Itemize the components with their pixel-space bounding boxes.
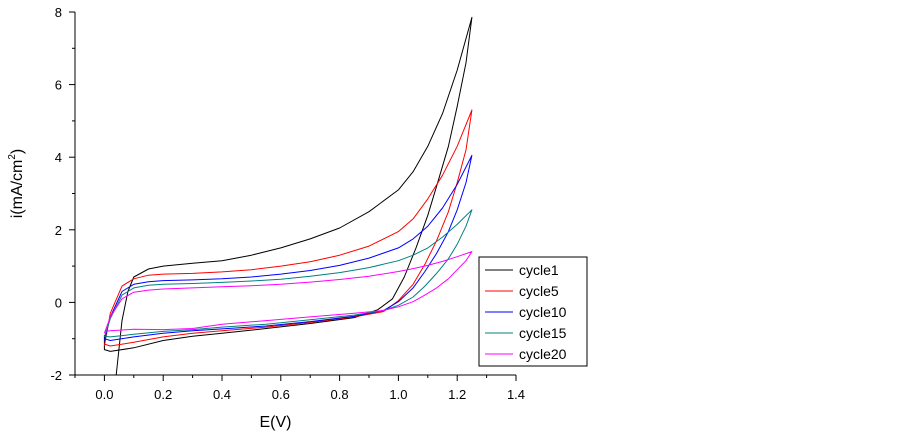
legend-label-cycle1: cycle1: [519, 262, 559, 278]
x-tick-label: 0.4: [213, 387, 231, 402]
legend-label-cycle20: cycle20: [519, 346, 567, 362]
legend-items: cycle1 cycle5 cycle10 cycle15 cycle20: [485, 262, 567, 362]
x-tick-label: 1.4: [507, 387, 525, 402]
x-tick-label: 1.2: [448, 387, 466, 402]
series-layer: [103, 16, 473, 376]
y-tick-label: 4: [55, 150, 62, 165]
x-tick-label: 0.8: [331, 387, 349, 402]
series-line-cycle1: [103, 16, 473, 376]
series-line-cycle10: [103, 154, 473, 341]
x-tick-label: 1.0: [389, 387, 407, 402]
y-tick-label: 2: [55, 223, 62, 238]
series-line-cycle15: [103, 209, 473, 338]
series-line-cycle20: [103, 251, 473, 334]
y-tick-label: 0: [55, 295, 62, 310]
x-tick-label: 0.2: [154, 387, 172, 402]
y-tick-label: 6: [55, 78, 62, 93]
y-ticks: -2 0 2 4 6 8: [50, 5, 75, 383]
y-tick-label: -2: [50, 368, 62, 383]
legend-label-cycle15: cycle15: [519, 325, 567, 341]
y-tick-label: 8: [55, 5, 62, 20]
series-line-cycle5: [103, 109, 473, 347]
y-axis-title: i(mA/cm2): [7, 149, 26, 219]
legend-label-cycle10: cycle10: [519, 304, 567, 320]
x-ticks: 0.0 0.2 0.4 0.6 0.8 1.0 1.2 1.4: [74, 375, 525, 402]
x-tick-label: 0.6: [272, 387, 290, 402]
legend-label-cycle5: cycle5: [519, 283, 559, 299]
legend: cycle1 cycle5 cycle10 cycle15 cycle20: [478, 256, 588, 367]
plot-frame: [75, 12, 516, 375]
y-axis-title-main: i(mA/cm: [9, 160, 26, 219]
plot-area: [75, 12, 516, 376]
x-tick-label: 0.0: [95, 387, 113, 402]
x-axis: 0.0 0.2 0.4 0.6 0.8 1.0 1.2 1.4: [74, 374, 525, 402]
y-axis-title-superscript: 2: [7, 154, 18, 160]
x-axis-title: E(V): [260, 414, 292, 431]
y-axis-title-close: ): [9, 149, 26, 154]
y-axis: -2 0 2 4 6 8: [50, 5, 76, 383]
